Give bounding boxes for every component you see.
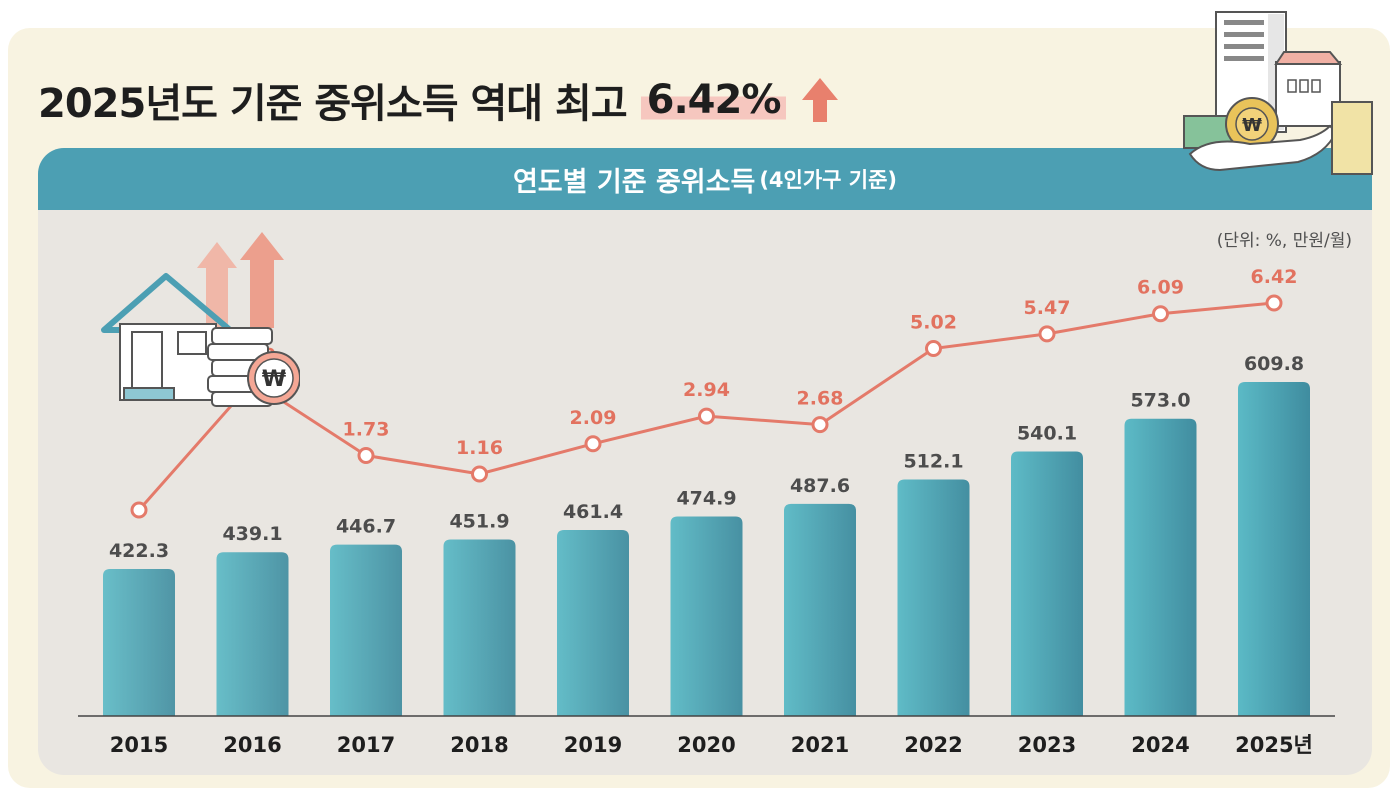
up-arrow-icon bbox=[802, 78, 839, 122]
line-value-label: 5.47 bbox=[1024, 297, 1071, 319]
x-tick-label: 2018 bbox=[450, 733, 508, 757]
line-value-label: 6.09 bbox=[1137, 277, 1184, 299]
x-tick-label: 2020 bbox=[677, 733, 735, 757]
bar-value-label: 609.8 bbox=[1244, 353, 1304, 375]
bar-2025년 bbox=[1238, 382, 1310, 716]
x-tick-label: 2023 bbox=[1018, 733, 1076, 757]
bar-value-label: 446.7 bbox=[336, 516, 396, 538]
bar-2019 bbox=[557, 530, 629, 716]
panel-title: 연도별 기준 중위소득 bbox=[512, 166, 756, 198]
x-tick-label: 2016 bbox=[223, 733, 281, 757]
bar-value-label: 512.1 bbox=[903, 450, 963, 472]
headline-text: 2025년도 기준 중위소득 역대 최고 bbox=[38, 81, 628, 127]
line-value-label: 1.73 bbox=[343, 418, 390, 440]
x-tick-label: 2024 bbox=[1131, 733, 1189, 757]
line-point bbox=[471, 465, 488, 483]
line-value-label: 2.94 bbox=[683, 379, 730, 401]
rising-arrows bbox=[197, 232, 284, 328]
bar-2023 bbox=[1011, 451, 1083, 716]
line-point bbox=[1265, 294, 1283, 312]
bar-value-label: 461.4 bbox=[563, 501, 623, 523]
x-tick-label: 2022 bbox=[904, 733, 962, 757]
line-value-label: 6.42 bbox=[1251, 266, 1298, 288]
bar-2024 bbox=[1124, 418, 1197, 716]
bar-value-label: 439.1 bbox=[222, 523, 282, 545]
house-with-coins-icon: ₩ bbox=[101, 232, 300, 407]
bar-2017 bbox=[330, 544, 402, 716]
panel-subtitle: (4인가구 기준) bbox=[759, 168, 898, 192]
bar-value-label: 451.9 bbox=[449, 510, 509, 532]
buildings-hand-coin-icon: ₩ bbox=[1183, 11, 1373, 175]
x-tick-label: 2019 bbox=[564, 733, 622, 757]
bar-2022 bbox=[897, 479, 970, 716]
bar-value-label: 487.6 bbox=[790, 475, 850, 497]
line-value-label: 1.16 bbox=[456, 437, 503, 459]
bar-2016 bbox=[216, 552, 289, 716]
line-value-label: 5.02 bbox=[910, 312, 957, 334]
bar-value-label: 422.3 bbox=[109, 540, 169, 562]
coin-won-symbol: ₩ bbox=[1242, 115, 1262, 136]
bar-2015 bbox=[103, 569, 175, 716]
bar-value-label: 573.0 bbox=[1130, 390, 1190, 412]
line-value-label: 2.68 bbox=[797, 388, 844, 410]
line-point bbox=[130, 501, 148, 519]
line-point bbox=[1152, 305, 1169, 323]
x-tick-label: 2017 bbox=[337, 733, 395, 757]
line-point bbox=[811, 416, 829, 434]
line-point bbox=[925, 340, 942, 358]
line-point bbox=[1038, 325, 1056, 343]
headline: 2025년도 기준 중위소득 역대 최고 6.42% bbox=[38, 72, 840, 128]
line-value-label: 2.09 bbox=[570, 407, 617, 429]
panel-header: 연도별 기준 중위소득 (4인가구 기준) bbox=[38, 148, 1372, 210]
x-tick-label: 2015 bbox=[110, 733, 168, 757]
unit-note: (단위: %, 만원/월) bbox=[1216, 231, 1352, 251]
x-tick-label: 2025년 bbox=[1235, 733, 1313, 757]
bar-value-label: 474.9 bbox=[676, 488, 736, 510]
bar-2020 bbox=[670, 516, 743, 716]
x-tick-label: 2021 bbox=[791, 733, 849, 757]
line-point bbox=[357, 446, 375, 464]
line-point bbox=[698, 407, 715, 425]
bar-2018 bbox=[443, 539, 516, 716]
growth-rate-line bbox=[137, 301, 1275, 511]
won-symbol: ₩ bbox=[262, 367, 286, 392]
headline-value: 6.42% bbox=[640, 77, 787, 123]
bar-2021 bbox=[784, 503, 856, 716]
bar-value-label: 540.1 bbox=[1017, 423, 1077, 445]
line-point bbox=[584, 435, 602, 453]
